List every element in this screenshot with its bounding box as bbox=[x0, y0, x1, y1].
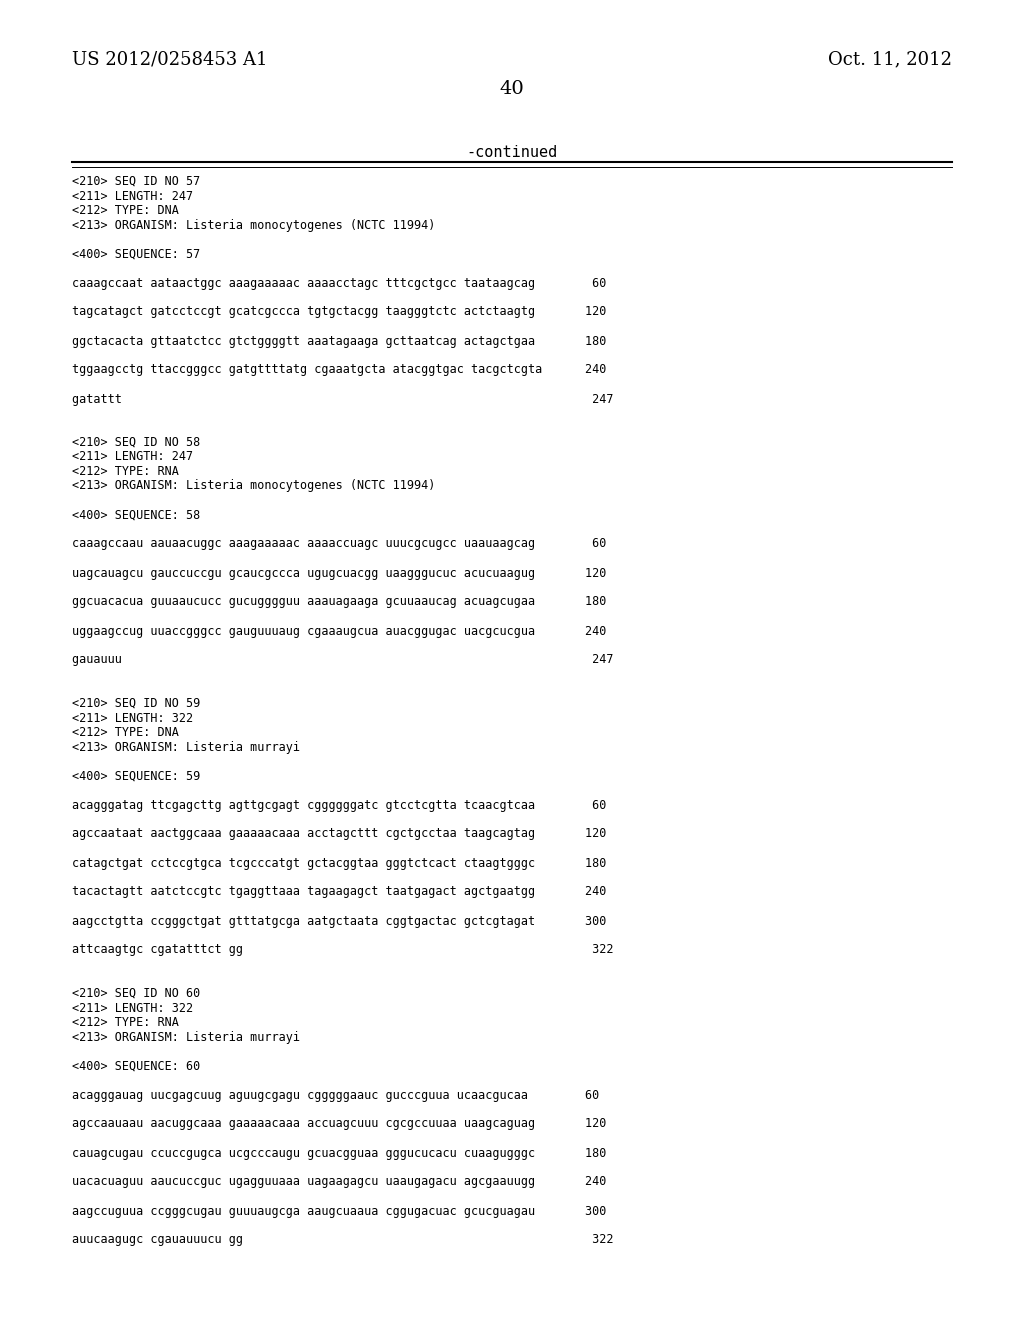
Text: gauauuu                                                                  247: gauauuu 247 bbox=[72, 653, 613, 667]
Text: -continued: -continued bbox=[466, 145, 558, 160]
Text: <211> LENGTH: 247: <211> LENGTH: 247 bbox=[72, 450, 194, 463]
Text: attcaagtgc cgatatttct gg                                                 322: attcaagtgc cgatatttct gg 322 bbox=[72, 944, 613, 957]
Text: tagcatagct gatcctccgt gcatcgccca tgtgctacgg taagggtctc actctaagtg       120: tagcatagct gatcctccgt gcatcgccca tgtgcta… bbox=[72, 305, 606, 318]
Text: <210> SEQ ID NO 60: <210> SEQ ID NO 60 bbox=[72, 987, 201, 1001]
Text: <400> SEQUENCE: 57: <400> SEQUENCE: 57 bbox=[72, 248, 201, 260]
Text: gatattt                                                                  247: gatattt 247 bbox=[72, 392, 613, 405]
Text: caaagccaau aauaacuggc aaagaaaaac aaaaccuagc uuucgcugcc uaauaagcag        60: caaagccaau aauaacuggc aaagaaaaac aaaaccu… bbox=[72, 537, 606, 550]
Text: <400> SEQUENCE: 58: <400> SEQUENCE: 58 bbox=[72, 508, 201, 521]
Text: <211> LENGTH: 322: <211> LENGTH: 322 bbox=[72, 1002, 194, 1015]
Text: <213> ORGANISM: Listeria monocytogenes (NCTC 11994): <213> ORGANISM: Listeria monocytogenes (… bbox=[72, 219, 435, 231]
Text: ggcuacacua guuaaucucc gucugggguu aaauagaaga gcuuaaucag acuagcugaa       180: ggcuacacua guuaaucucc gucugggguu aaauaga… bbox=[72, 595, 606, 609]
Text: acagggatag ttcgagcttg agttgcgagt cggggggatc gtcctcgtta tcaacgtcaa        60: acagggatag ttcgagcttg agttgcgagt cgggggg… bbox=[72, 799, 606, 812]
Text: <210> SEQ ID NO 57: <210> SEQ ID NO 57 bbox=[72, 176, 201, 187]
Text: catagctgat cctccgtgca tcgcccatgt gctacggtaa gggtctcact ctaagtgggc       180: catagctgat cctccgtgca tcgcccatgt gctacgg… bbox=[72, 857, 606, 870]
Text: uacacuaguu aaucuccguc ugagguuaaa uagaagagcu uaaugagacu agcgaauugg       240: uacacuaguu aaucuccguc ugagguuaaa uagaaga… bbox=[72, 1176, 606, 1188]
Text: auucaagugc cgauauuucu gg                                                 322: auucaagugc cgauauuucu gg 322 bbox=[72, 1233, 613, 1246]
Text: ggctacacta gttaatctcc gtctggggtt aaatagaaga gcttaatcag actagctgaa       180: ggctacacta gttaatctcc gtctggggtt aaataga… bbox=[72, 334, 606, 347]
Text: cauagcugau ccuccgugca ucgcccaugu gcuacgguaa gggucucacu cuaagugggc       180: cauagcugau ccuccgugca ucgcccaugu gcuacgg… bbox=[72, 1147, 606, 1159]
Text: uagcauagcu gauccuccgu gcaucgccca ugugcuacgg uaagggucuc acucuaagug       120: uagcauagcu gauccuccgu gcaucgccca ugugcua… bbox=[72, 566, 606, 579]
Text: <213> ORGANISM: Listeria murrayi: <213> ORGANISM: Listeria murrayi bbox=[72, 741, 300, 754]
Text: US 2012/0258453 A1: US 2012/0258453 A1 bbox=[72, 50, 267, 69]
Text: caaagccaat aataactggc aaagaaaaac aaaacctagc tttcgctgcc taataagcag        60: caaagccaat aataactggc aaagaaaaac aaaacct… bbox=[72, 276, 606, 289]
Text: <212> TYPE: DNA: <212> TYPE: DNA bbox=[72, 726, 179, 739]
Text: tggaagcctg ttaccgggcc gatgttttatg cgaaatgcta atacggtgac tacgctcgta      240: tggaagcctg ttaccgggcc gatgttttatg cgaaat… bbox=[72, 363, 606, 376]
Text: <212> TYPE: RNA: <212> TYPE: RNA bbox=[72, 1016, 179, 1030]
Text: agccaauaau aacuggcaaa gaaaaacaaa accuagcuuu cgcgccuuaa uaagcaguag       120: agccaauaau aacuggcaaa gaaaaacaaa accuagc… bbox=[72, 1118, 606, 1130]
Text: aagcctgtta ccgggctgat gtttatgcga aatgctaata cggtgactac gctcgtagat       300: aagcctgtta ccgggctgat gtttatgcga aatgcta… bbox=[72, 915, 606, 928]
Text: <212> TYPE: DNA: <212> TYPE: DNA bbox=[72, 205, 179, 216]
Text: tacactagtt aatctccgtc tgaggttaaa tagaagagct taatgagact agctgaatgg       240: tacactagtt aatctccgtc tgaggttaaa tagaaga… bbox=[72, 886, 606, 899]
Text: <400> SEQUENCE: 59: <400> SEQUENCE: 59 bbox=[72, 770, 201, 783]
Text: acagggauag uucgagcuug aguugcgagu cgggggaauc gucccguua ucaacgucaa        60: acagggauag uucgagcuug aguugcgagu cggggga… bbox=[72, 1089, 599, 1101]
Text: <213> ORGANISM: Listeria murrayi: <213> ORGANISM: Listeria murrayi bbox=[72, 1031, 300, 1044]
Text: <210> SEQ ID NO 58: <210> SEQ ID NO 58 bbox=[72, 436, 201, 449]
Text: <400> SEQUENCE: 60: <400> SEQUENCE: 60 bbox=[72, 1060, 201, 1072]
Text: uggaagccug uuaccgggcc gauguuuaug cgaaaugcua auacggugac uacgcucgua       240: uggaagccug uuaccgggcc gauguuuaug cgaaaug… bbox=[72, 624, 606, 638]
Text: agccaataat aactggcaaa gaaaaacaaa acctagcttt cgctgcctaa taagcagtag       120: agccaataat aactggcaaa gaaaaacaaa acctagc… bbox=[72, 828, 606, 841]
Text: <210> SEQ ID NO 59: <210> SEQ ID NO 59 bbox=[72, 697, 201, 710]
Text: aagccuguua ccgggcugau guuuaugcga aaugcuaaua cggugacuac gcucguagau       300: aagccuguua ccgggcugau guuuaugcga aaugcua… bbox=[72, 1204, 606, 1217]
Text: <211> LENGTH: 322: <211> LENGTH: 322 bbox=[72, 711, 194, 725]
Text: Oct. 11, 2012: Oct. 11, 2012 bbox=[828, 50, 952, 69]
Text: <213> ORGANISM: Listeria monocytogenes (NCTC 11994): <213> ORGANISM: Listeria monocytogenes (… bbox=[72, 479, 435, 492]
Text: <212> TYPE: RNA: <212> TYPE: RNA bbox=[72, 465, 179, 478]
Text: <211> LENGTH: 247: <211> LENGTH: 247 bbox=[72, 190, 194, 202]
Text: 40: 40 bbox=[500, 81, 524, 98]
